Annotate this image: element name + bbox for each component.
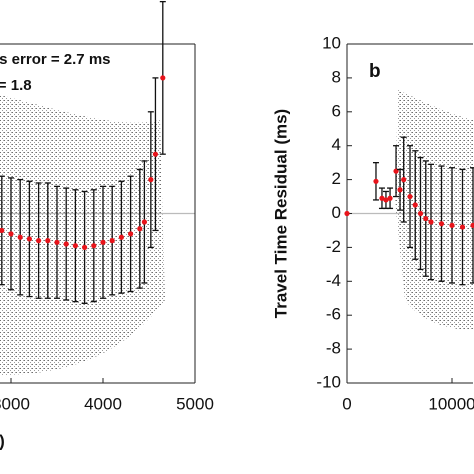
y-tick-label: -10 [316,372,341,391]
data-point [379,195,385,201]
y-tick-label: -4 [326,271,341,290]
annotation: χ² = 1.8 [0,77,32,94]
x-tick-label: 5000 [176,394,214,413]
data-point [17,234,23,240]
data-point [72,243,78,249]
y-tick-label: 8 [332,67,341,86]
y-axis-label: Travel Time Residual (ms) [271,109,290,318]
y-tick-label: -2 [326,237,341,256]
y-tick-label: 10 [322,33,341,52]
data-point [412,202,418,208]
data-point [91,243,97,249]
x-axis-label: ) [0,431,5,450]
data-point [417,210,424,217]
data-point [387,195,393,201]
annotation: rms error = 2.7 ms [0,51,111,68]
y-tick-label: 6 [332,101,341,120]
x-tick-label: 3000 [0,394,30,413]
data-point [141,219,147,225]
data-point [438,221,445,227]
data-point [137,226,143,232]
y-tick-label: 4 [332,135,341,154]
data-point [470,222,474,228]
data-point [449,222,455,228]
data-point [109,238,115,244]
y-tick-label: 0 [332,203,341,222]
data-point [148,177,154,183]
data-point [26,236,32,242]
scatter-cloud [395,90,474,330]
data-point [45,238,51,244]
data-point [100,239,106,245]
data-point [344,210,350,217]
panel-label: b [369,61,381,82]
data-point [160,75,166,81]
data-point [407,193,413,200]
y-tick-label: -6 [326,305,341,324]
data-point [397,187,403,193]
y-tick-label: -8 [326,339,341,358]
data-point [152,151,159,157]
x-tick-label: 0 [342,394,351,413]
data-point [0,227,5,234]
data-point [459,224,466,230]
data-point [401,177,407,183]
data-point [423,215,429,222]
data-point [63,241,69,247]
data-point [118,234,124,240]
data-point [383,197,389,203]
x-tick-label: 4000 [84,394,122,413]
data-point [128,231,134,237]
data-point [54,239,60,245]
scatter-cloud [0,95,165,375]
data-point [8,231,14,237]
y-tick-label: 2 [332,169,341,188]
data-point [82,244,88,250]
x-tick-label: 10000 [428,394,474,413]
data-point [36,238,42,244]
data-point [373,178,379,184]
data-point [428,219,434,225]
